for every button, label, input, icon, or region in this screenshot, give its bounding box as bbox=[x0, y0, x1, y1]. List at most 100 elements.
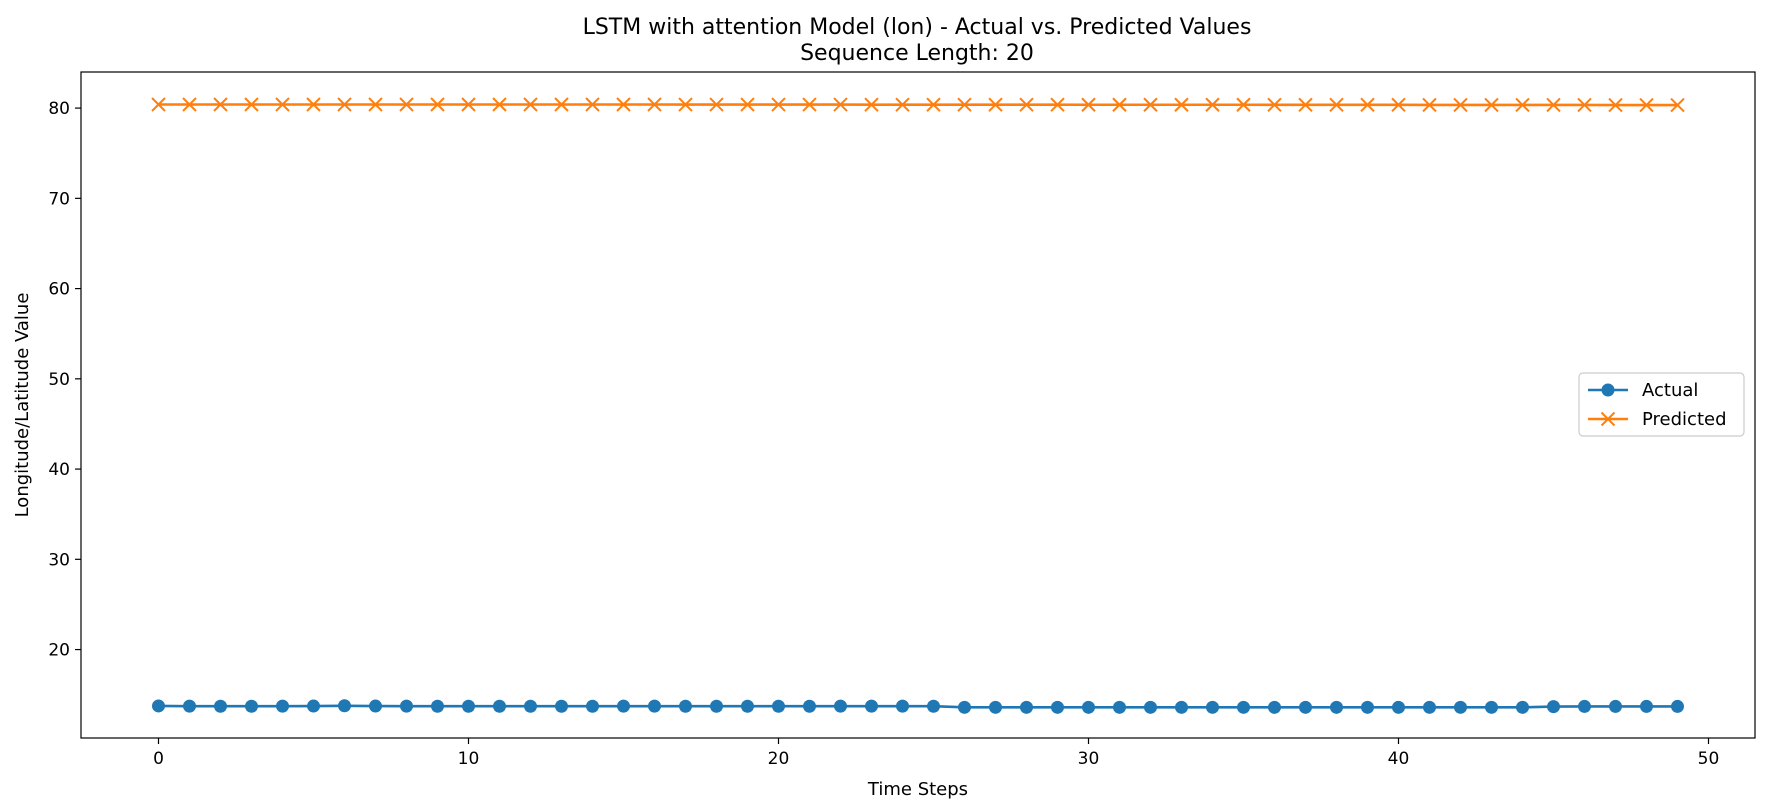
data-point-predicted bbox=[647, 97, 662, 112]
data-point-predicted bbox=[1019, 97, 1034, 112]
data-point-actual bbox=[1454, 700, 1467, 714]
data-point-predicted bbox=[616, 97, 631, 112]
y-axis-label: Longitude/Latitude Value bbox=[12, 293, 33, 518]
data-point-actual bbox=[958, 700, 971, 714]
data-point-actual bbox=[369, 699, 382, 713]
series-actual bbox=[152, 699, 1684, 714]
x-tick-label: 20 bbox=[768, 749, 790, 769]
chart-title: LSTM with attention Model (lon) - Actual… bbox=[583, 15, 1252, 40]
series-line-predicted bbox=[158, 103, 1678, 107]
data-point-predicted bbox=[1267, 97, 1282, 113]
data-point-predicted bbox=[988, 97, 1003, 112]
data-point-actual bbox=[214, 699, 227, 713]
x-tick-label: 30 bbox=[1078, 749, 1100, 769]
data-point-predicted bbox=[430, 97, 445, 112]
data-point-predicted bbox=[523, 97, 538, 112]
data-point-predicted bbox=[1453, 97, 1468, 113]
y-tick-label: 50 bbox=[48, 370, 70, 390]
data-point-actual bbox=[152, 699, 165, 713]
data-point-actual bbox=[1640, 699, 1653, 713]
data-point-predicted bbox=[1422, 97, 1437, 113]
data-point-predicted bbox=[1484, 97, 1499, 113]
data-point-actual bbox=[865, 699, 878, 713]
x-axis-label: Time Steps bbox=[867, 779, 968, 800]
data-point-actual bbox=[834, 699, 847, 713]
data-point-actual bbox=[679, 699, 692, 713]
data-point-actual bbox=[462, 699, 475, 713]
data-point-predicted bbox=[368, 97, 383, 112]
data-point-actual bbox=[710, 699, 723, 713]
data-point-actual bbox=[183, 699, 196, 713]
chart-subtitle: Sequence Length: 20 bbox=[800, 41, 1034, 66]
data-point-actual bbox=[803, 699, 816, 713]
data-point-predicted bbox=[461, 97, 476, 112]
data-point-actual bbox=[400, 699, 413, 713]
data-point-actual bbox=[1392, 700, 1405, 714]
y-tick-label: 80 bbox=[48, 99, 70, 119]
data-point-actual bbox=[1423, 700, 1436, 714]
data-point-actual bbox=[772, 699, 785, 713]
data-point-predicted bbox=[1329, 97, 1344, 113]
data-point-actual bbox=[555, 699, 568, 713]
data-point-actual bbox=[617, 699, 630, 713]
data-point-predicted bbox=[1081, 97, 1096, 112]
data-point-actual bbox=[245, 699, 258, 713]
data-point-actual bbox=[1206, 700, 1219, 714]
data-point-actual bbox=[1516, 700, 1529, 714]
y-tick-label: 70 bbox=[48, 189, 70, 209]
data-point-actual bbox=[989, 700, 1002, 714]
data-point-predicted bbox=[1360, 97, 1375, 113]
y-tick-label: 30 bbox=[48, 550, 70, 570]
data-point-predicted bbox=[306, 97, 321, 112]
x-tick-label: 40 bbox=[1388, 749, 1410, 769]
data-point-predicted bbox=[244, 97, 259, 112]
x-axis-ticks: 0 10 20 30 40 50 bbox=[153, 738, 1719, 769]
data-point-actual bbox=[338, 699, 351, 713]
data-point-predicted bbox=[1174, 97, 1189, 112]
data-point-actual bbox=[493, 699, 506, 713]
data-point-predicted bbox=[1546, 97, 1561, 113]
data-point-predicted bbox=[1298, 97, 1313, 113]
data-point-actual bbox=[431, 699, 444, 713]
data-point-predicted bbox=[492, 97, 507, 112]
data-point-actual bbox=[1082, 700, 1095, 714]
y-tick-label: 40 bbox=[48, 460, 70, 480]
data-point-predicted bbox=[585, 97, 600, 112]
plot-frame bbox=[80, 71, 1756, 739]
data-point-predicted bbox=[399, 97, 414, 112]
data-point-predicted bbox=[740, 97, 755, 112]
data-point-actual bbox=[1578, 699, 1591, 713]
data-point-actual bbox=[1609, 699, 1622, 713]
data-point-predicted bbox=[1515, 97, 1530, 113]
series-predicted bbox=[151, 97, 1685, 113]
data-point-predicted bbox=[678, 97, 693, 112]
data-point-actual bbox=[524, 699, 537, 713]
plot-area bbox=[151, 97, 1685, 714]
data-point-actual bbox=[307, 699, 320, 713]
data-point-actual bbox=[1020, 700, 1033, 714]
data-point-predicted bbox=[554, 97, 569, 112]
data-point-predicted bbox=[1112, 97, 1127, 112]
data-point-actual bbox=[927, 699, 940, 713]
x-tick-label: 10 bbox=[458, 749, 480, 769]
data-point-actual bbox=[741, 699, 754, 713]
data-point-actual bbox=[1175, 700, 1188, 714]
data-point-predicted bbox=[895, 97, 910, 112]
legend-predicted-marker-icon bbox=[1600, 411, 1616, 427]
x-tick-label: 50 bbox=[1698, 749, 1720, 769]
data-point-predicted bbox=[1639, 97, 1654, 113]
data-point-predicted bbox=[864, 97, 879, 112]
data-point-actual bbox=[1237, 700, 1250, 714]
data-point-predicted bbox=[1236, 97, 1251, 112]
data-point-predicted bbox=[1608, 97, 1623, 113]
data-point-predicted bbox=[1670, 97, 1685, 113]
x-tick-label: 0 bbox=[153, 749, 164, 769]
data-point-predicted bbox=[1143, 97, 1158, 112]
data-point-actual bbox=[1330, 700, 1343, 714]
data-point-predicted bbox=[182, 97, 197, 112]
y-tick-label: 20 bbox=[48, 641, 70, 661]
data-point-predicted bbox=[1205, 97, 1220, 112]
